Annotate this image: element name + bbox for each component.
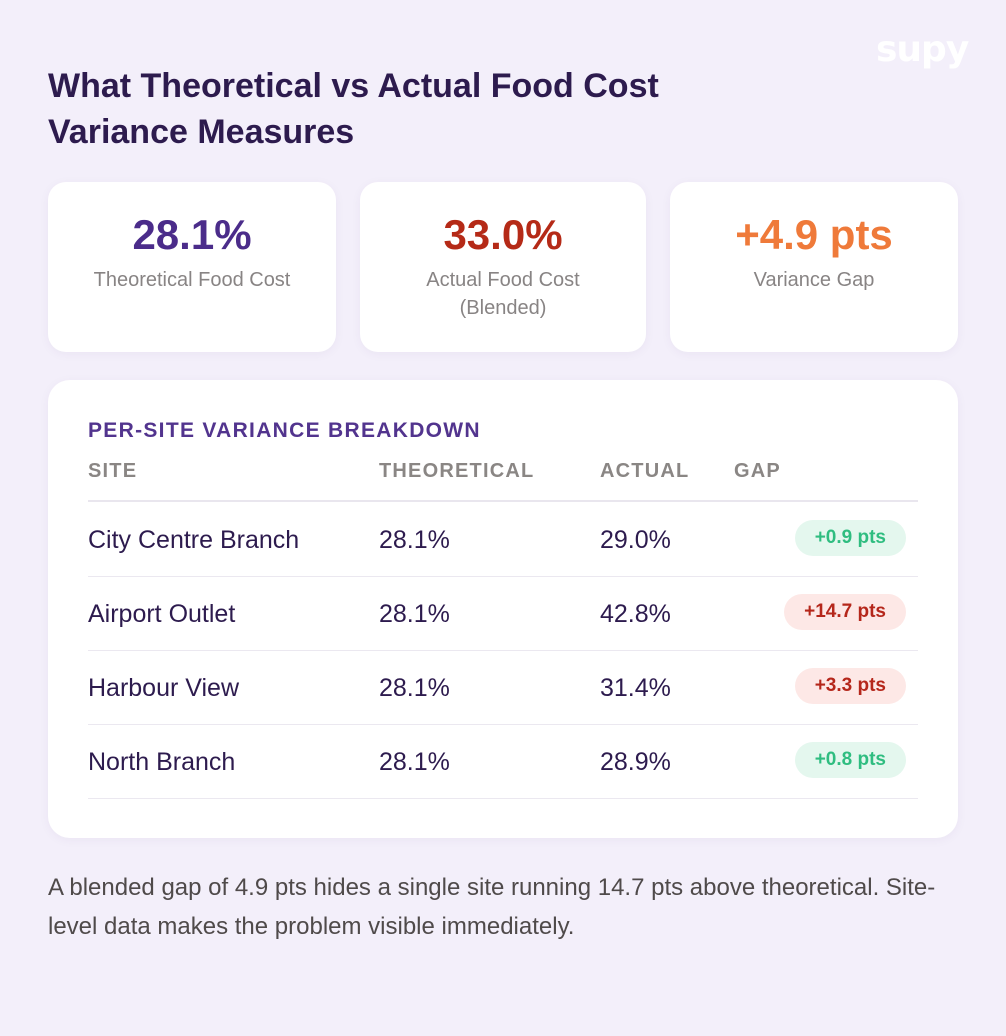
stat-label: Actual Food Cost (Blended) [426, 269, 580, 319]
theoretical-value: 28.1% [379, 600, 450, 628]
table-row: North Branch 28.1% 28.9% +0.8 pts [88, 724, 918, 799]
page-title: What Theoretical vs Actual Food Cost Var… [48, 67, 659, 151]
column-header-gap: GAP [734, 460, 781, 482]
table-title: PER-SITE VARIANCE BREAKDOWN [88, 419, 481, 442]
stat-card-variance: +4.9 pts Variance Gap [670, 182, 958, 352]
stat-label: Variance Gap [753, 269, 875, 291]
header-divider [88, 500, 918, 502]
gap-badge: +14.7 pts [784, 594, 906, 630]
theoretical-value: 28.1% [379, 748, 450, 776]
column-header-actual: ACTUAL [600, 460, 690, 482]
theoretical-value: 28.1% [379, 674, 450, 702]
theoretical-value: 28.1% [379, 526, 450, 554]
site-name: City Centre Branch [88, 526, 300, 554]
actual-value: 29.0% [600, 526, 671, 554]
stat-value: 28.1% [132, 211, 252, 258]
stat-value: +4.9 pts [735, 211, 893, 258]
column-header-theoretical: THEORETICAL [379, 460, 535, 482]
gap-badge: +3.3 pts [794, 668, 906, 704]
table-row: Harbour View 28.1% 31.4% +3.3 pts [88, 650, 918, 725]
site-name: North Branch [88, 748, 236, 776]
stat-card-theoretical: 28.1% Theoretical Food Cost [48, 182, 336, 352]
stat-label: Theoretical Food Cost [93, 269, 291, 291]
gap-badge: +0.8 pts [794, 742, 906, 778]
actual-value: 42.8% [600, 600, 671, 628]
table-row: City Centre Branch 28.1% 29.0% +0.9 pts [88, 502, 918, 577]
site-name: Airport Outlet [88, 600, 236, 628]
column-header-site: SITE [88, 460, 138, 482]
supy-logo: supy [876, 29, 969, 70]
actual-value: 31.4% [600, 674, 671, 702]
site-name: Harbour View [88, 674, 240, 702]
gap-badge: +0.9 pts [794, 520, 906, 556]
stat-card-actual: 33.0% Actual Food Cost (Blended) [360, 182, 646, 352]
table-row: Airport Outlet 28.1% 42.8% +14.7 pts [88, 576, 918, 651]
actual-value: 28.9% [600, 748, 671, 776]
variance-table-card: PER-SITE VARIANCE BREAKDOWN SITE THEORET… [48, 380, 958, 838]
footnote: A blended gap of 4.9 pts hides a single … [48, 874, 936, 940]
stat-value: 33.0% [443, 211, 563, 258]
